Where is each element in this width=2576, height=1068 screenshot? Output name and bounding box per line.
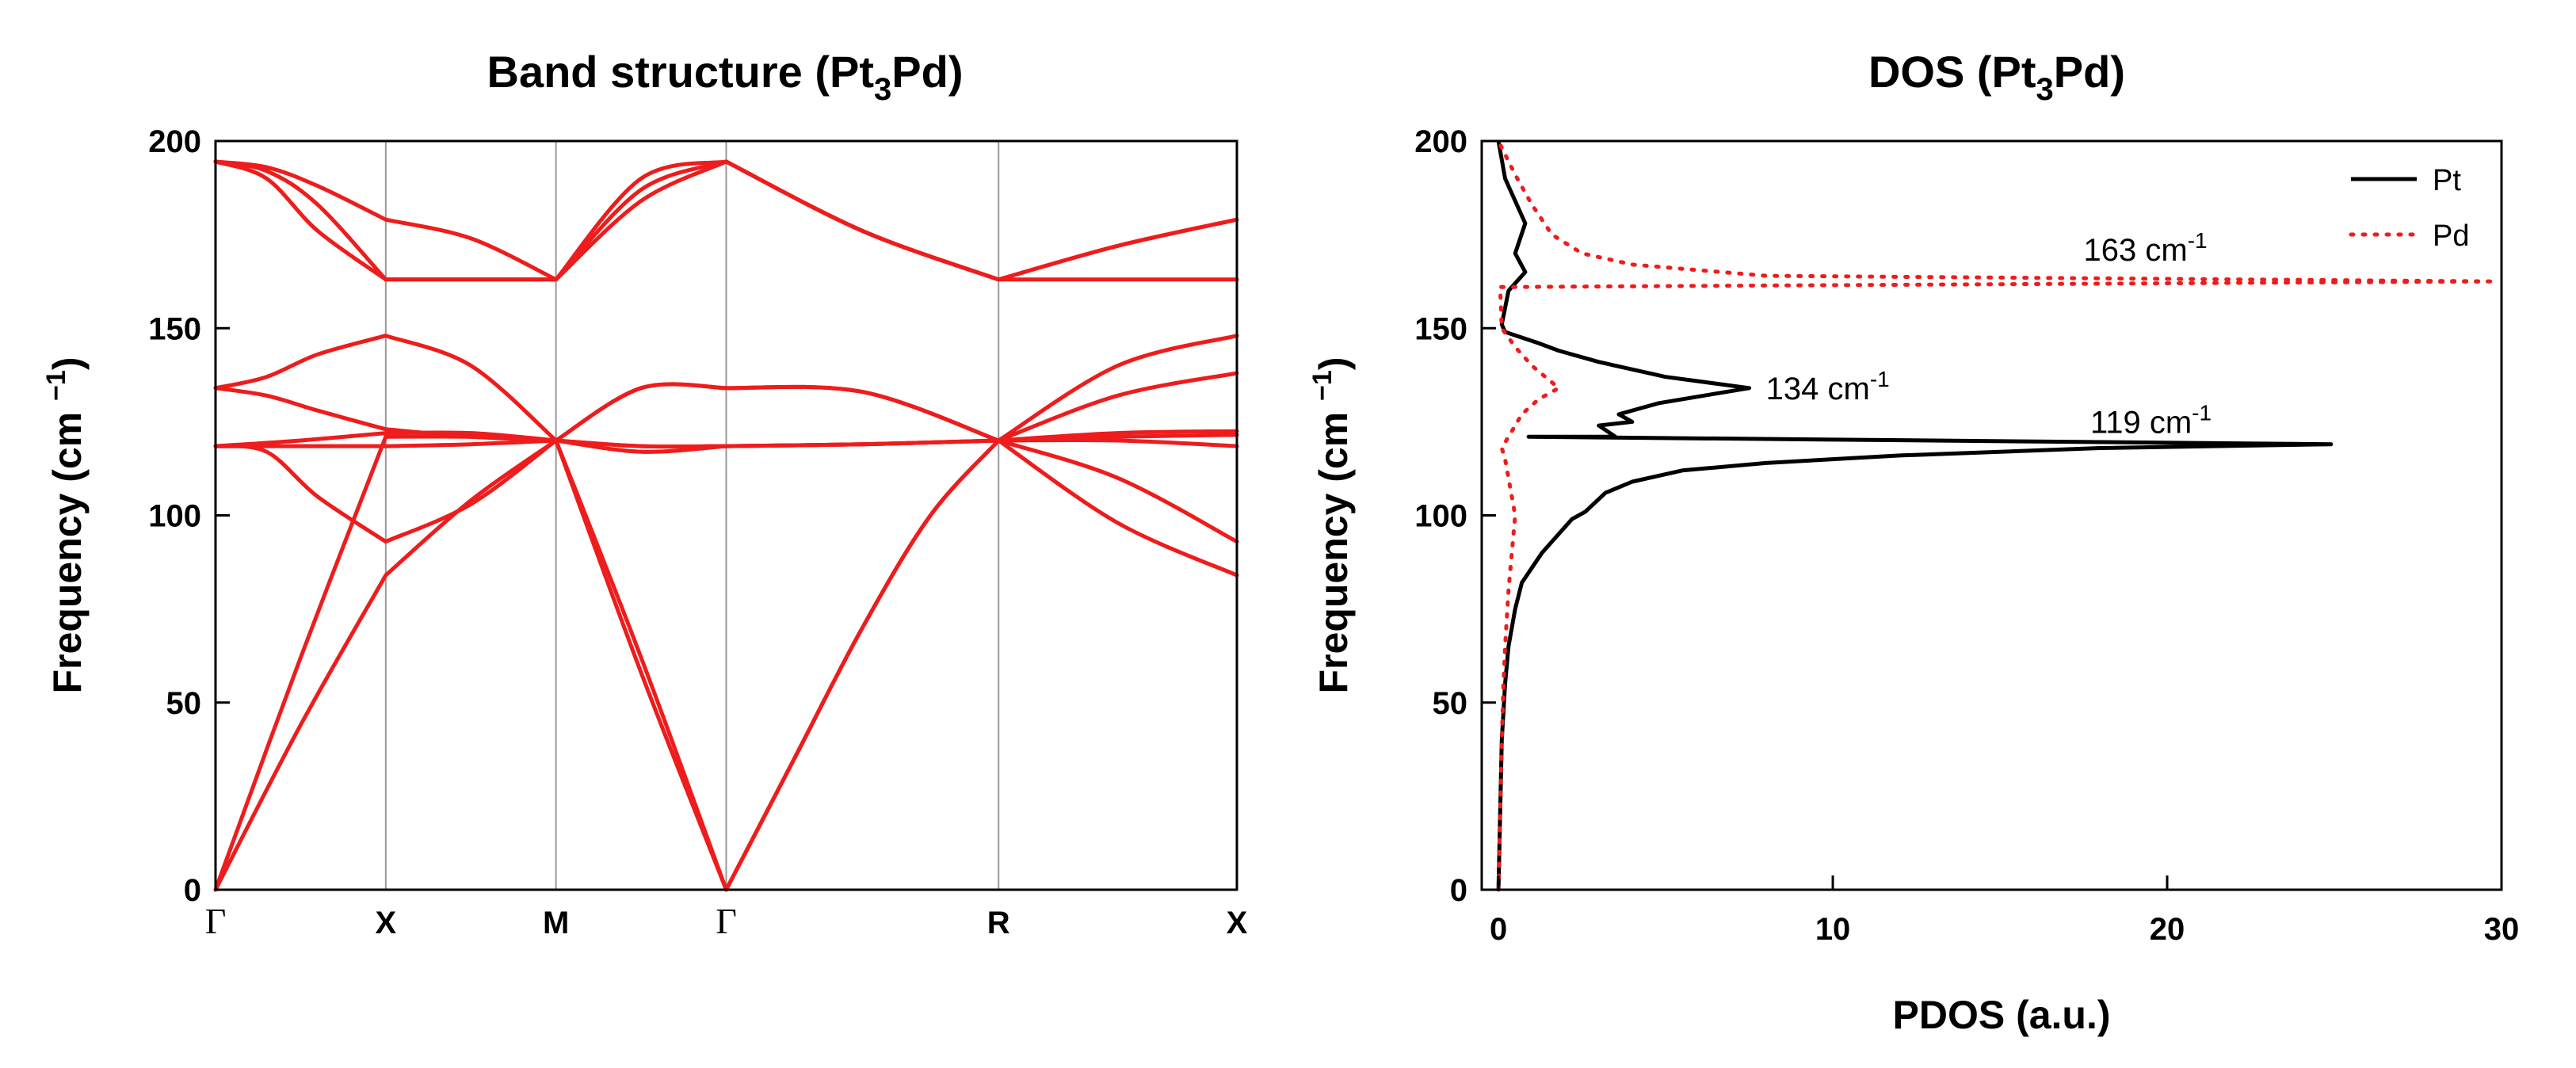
y-tick-label: 100 <box>1414 499 1467 534</box>
band-5 <box>996 429 1239 443</box>
x-tick-label: Γ <box>205 901 227 941</box>
band-7 <box>384 334 559 443</box>
dos-x-ticks: 0 10 20 30 <box>1490 875 2519 947</box>
x-tick-label: Γ <box>716 901 737 941</box>
peak-annotation: 163 cm-1 <box>2084 228 2208 268</box>
dos-title: DOS (Pt3Pd) <box>1868 47 2125 107</box>
band-10 <box>996 217 1239 282</box>
dos-plot-frame <box>1480 139 2503 891</box>
y-tick-label: 150 <box>1414 311 1467 346</box>
band-2 <box>724 438 1001 892</box>
y-tick-label: 100 <box>148 499 201 534</box>
dos-legend: Pt Pd <box>2349 164 2469 253</box>
band-7 <box>213 334 388 391</box>
y-tick-label: 150 <box>148 311 201 346</box>
band-5 <box>213 431 388 448</box>
band-7 <box>724 384 1001 443</box>
series-pt <box>1496 140 2334 891</box>
y-tick-label: 0 <box>1450 873 1467 908</box>
dos-y-ticks: 0 50 100 150 200 <box>1414 124 1496 908</box>
band-6 <box>554 382 728 443</box>
band-1 <box>213 573 388 892</box>
x-tick-label: 20 <box>2150 912 2185 947</box>
band-9 <box>724 159 1001 282</box>
band-7 <box>996 371 1239 443</box>
band-symmetry-lines <box>384 141 1000 890</box>
series-pd <box>1496 139 2495 892</box>
dos-x-axis-label: PDOS (a.u.) <box>1892 993 2110 1037</box>
band-6 <box>996 334 1239 443</box>
band-title: Band structure (Pt3Pd) <box>487 47 964 107</box>
band-structure-chart: Band structure (Pt3Pd) Frequency (cm −1)… <box>41 47 1248 941</box>
x-tick-label: X <box>1227 906 1248 940</box>
band-2 <box>554 438 728 892</box>
x-tick-label: 30 <box>2484 912 2520 947</box>
x-tick-label: R <box>987 906 1010 940</box>
band-8 <box>724 159 1001 282</box>
band-2 <box>213 434 388 892</box>
band-1 <box>996 438 1239 578</box>
band-6 <box>213 386 388 432</box>
band-3 <box>213 444 388 544</box>
band-y-ticks: 0 50 100 150 200 <box>148 124 230 908</box>
band-lines <box>213 159 1239 892</box>
band-3 <box>384 438 559 544</box>
band-10 <box>384 217 559 282</box>
dos-lines <box>1496 139 2495 892</box>
band-1 <box>724 438 1001 892</box>
peak-annotation: 134 cm-1 <box>1766 367 1890 406</box>
band-6 <box>724 384 1001 443</box>
dos-y-axis-label: Frequency (cm −1) <box>1307 357 1356 694</box>
band-8 <box>213 159 388 282</box>
peak-annotation: 119 cm-1 <box>2090 400 2212 440</box>
band-10 <box>554 159 728 282</box>
legend-pt-label: Pt <box>2433 164 2461 197</box>
legend-pd-label: Pd <box>2433 219 2469 253</box>
band-2 <box>996 438 1239 544</box>
band-10 <box>724 159 1001 282</box>
y-tick-label: 200 <box>1414 124 1467 159</box>
x-tick-label: 0 <box>1490 912 1507 947</box>
x-tick-label: M <box>543 906 569 940</box>
band-10 <box>213 159 388 222</box>
dos-chart: DOS (Pt3Pd) Frequency (cm −1) PDOS (a.u.… <box>1307 47 2519 1037</box>
band-5 <box>554 438 728 449</box>
y-tick-label: 50 <box>166 686 202 721</box>
y-tick-label: 200 <box>148 124 201 159</box>
y-tick-label: 0 <box>184 873 201 908</box>
x-tick-label: 10 <box>1815 912 1851 947</box>
band-7 <box>554 382 728 443</box>
band-6 <box>384 427 559 443</box>
dos-annotations: 163 cm-1 134 cm-1 119 cm-1 <box>1766 228 2212 440</box>
x-tick-label: X <box>375 906 396 940</box>
y-tick-label: 50 <box>1433 686 1468 721</box>
band-y-axis-label: Frequency (cm −1) <box>41 357 90 694</box>
band-5 <box>724 438 1001 448</box>
